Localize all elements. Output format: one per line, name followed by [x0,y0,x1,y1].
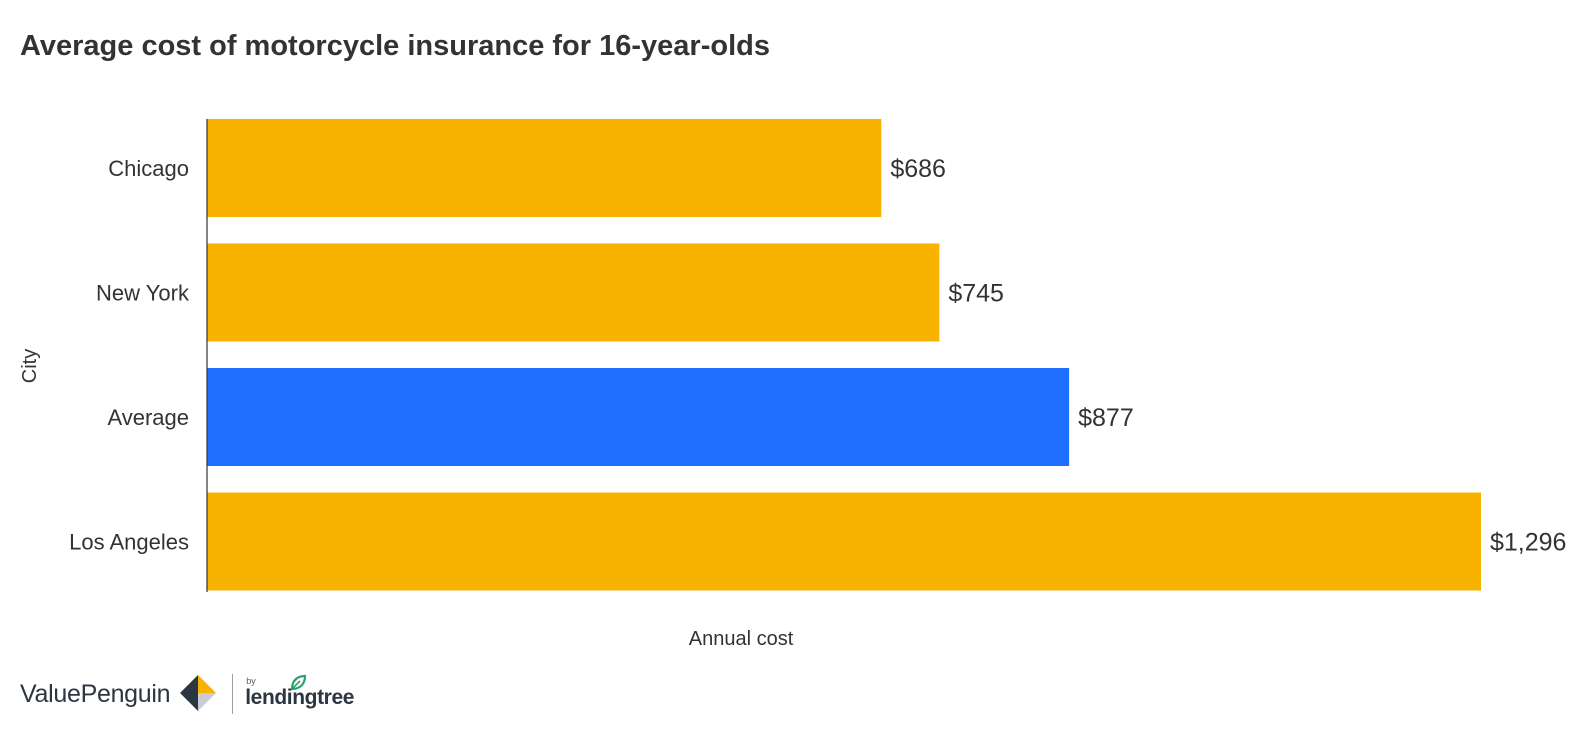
footer-logo: ValuePenguin by lendingtree [20,672,365,716]
valuepenguin-logo-icon [180,675,217,711]
y-tick-label: Los Angeles [69,530,189,555]
chart-title: Average cost of motorcycle insurance for… [20,30,770,62]
bar-average [207,368,1070,466]
data-label: $745 [948,280,1004,308]
data-label: $686 [890,155,946,183]
logo-divider [232,674,234,714]
data-label: $1,296 [1490,529,1566,557]
y-axis-title: City [19,349,41,383]
x-axis-title: Annual cost [689,628,794,650]
bar-chart: Chicago $686 New York $745 Average $877 Los An… [19,119,1566,650]
bar-new-york [207,243,940,342]
y-tick-label: Average [107,405,189,430]
bar-chicago [207,119,882,217]
data-label: $877 [1078,404,1134,432]
by-label: by [246,676,256,686]
lendingtree-wordmark: lendingtree [245,686,355,709]
y-tick-label: Chicago [108,156,189,181]
leaf-icon [291,674,307,691]
lendingtree-logo: by lendingtree [245,674,365,714]
valuepenguin-wordmark: ValuePenguin [20,679,171,708]
y-tick-label: New York [96,281,190,306]
bar-los-angeles [207,492,1481,591]
